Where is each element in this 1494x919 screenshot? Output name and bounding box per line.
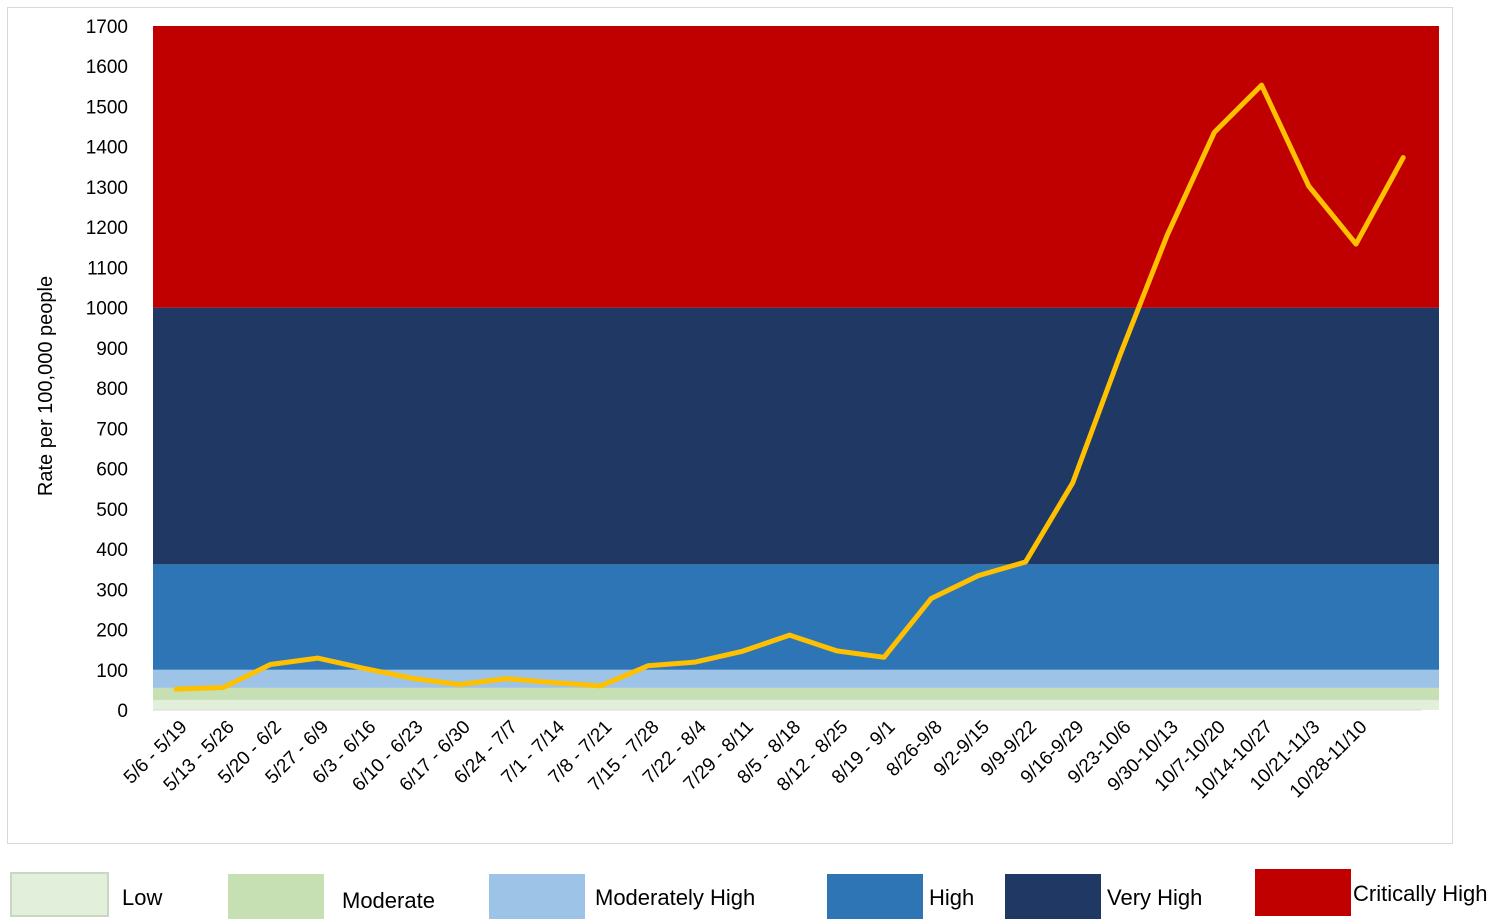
legend-label: Critically High <box>1353 881 1487 906</box>
y-tick-label: 600 <box>96 460 128 481</box>
data-point <box>741 650 743 652</box>
y-tick-label: 1700 <box>86 17 128 38</box>
data-point <box>883 656 885 658</box>
legend-swatch <box>228 874 324 919</box>
y-tick-label: 400 <box>96 540 128 561</box>
y-tick-label: 900 <box>96 339 128 360</box>
data-point <box>647 665 649 667</box>
y-tick-label: 100 <box>96 661 128 682</box>
y-tick-label: 1600 <box>86 57 128 78</box>
risk-bands <box>153 26 1439 711</box>
y-axis-title: Rate per 100,000 people <box>35 276 57 496</box>
legend-label: High <box>929 885 974 910</box>
data-point <box>269 664 271 666</box>
y-tick-label: 1500 <box>86 97 128 118</box>
data-point <box>600 685 602 687</box>
legend-swatch <box>10 872 109 917</box>
data-point <box>789 634 791 636</box>
legend-label: Low <box>122 885 162 910</box>
data-point <box>505 678 507 680</box>
data-point <box>364 668 366 670</box>
data-point <box>1261 84 1263 86</box>
data-point <box>1072 482 1074 484</box>
data-point <box>175 688 177 690</box>
legend-item-low: Low <box>10 872 162 917</box>
band-moderately-high <box>153 669 1439 688</box>
x-axis-ticks: 5/6 - 5/195/13 - 5/265/20 - 6/25/27 - 6/… <box>120 716 1372 803</box>
y-tick-label: 500 <box>96 500 128 521</box>
legend-swatch <box>1255 869 1351 916</box>
legend-swatch <box>489 874 585 919</box>
legend-item-very-high: Very High <box>1005 874 1202 919</box>
y-tick-label: 700 <box>96 419 128 440</box>
legend-item-critically-high: Critically High <box>1255 869 1487 916</box>
data-point <box>1119 354 1121 356</box>
data-point <box>1025 561 1027 563</box>
data-point <box>836 650 838 652</box>
y-tick-label: 300 <box>96 580 128 601</box>
y-tick-label: 200 <box>96 621 128 642</box>
y-tick-label: 1200 <box>86 218 128 239</box>
data-point <box>1402 157 1404 159</box>
y-tick-label: 1400 <box>86 138 128 159</box>
data-point <box>317 657 319 659</box>
band-high <box>153 564 1439 670</box>
y-tick-label: 800 <box>96 379 128 400</box>
data-point <box>930 598 932 600</box>
data-point <box>694 661 696 663</box>
y-tick-label: 1300 <box>86 178 128 199</box>
data-point <box>553 682 555 684</box>
legend: Low Moderate Moderately High High Very High C… <box>10 869 1487 919</box>
legend-item-moderately-high: Moderately High <box>489 874 755 919</box>
data-point <box>1213 131 1215 133</box>
data-point <box>458 684 460 686</box>
legend-swatch <box>827 874 923 919</box>
data-point <box>411 677 413 679</box>
y-tick-label: 0 <box>117 701 128 722</box>
y-tick-label: 1000 <box>86 299 128 320</box>
legend-item-moderate: Moderate <box>228 874 435 919</box>
y-axis-ticks: 0 100 200 300 400 500 600 700 800 900 1000 1100 1200… <box>86 17 128 722</box>
data-point <box>222 686 224 688</box>
data-point <box>1355 243 1357 245</box>
y-tick-label: 1100 <box>87 258 128 279</box>
series-lines <box>173 82 1406 692</box>
data-point <box>1166 234 1168 236</box>
legend-swatch <box>1005 874 1101 919</box>
data-point <box>1308 185 1310 187</box>
band-critically-high <box>153 26 1439 308</box>
legend-label: Moderately High <box>595 885 755 910</box>
legend-label: Moderate <box>342 888 435 913</box>
data-point <box>977 575 979 577</box>
band-low-base <box>153 699 1439 710</box>
band-moderate <box>153 687 1439 700</box>
legend-item-high: High <box>827 874 974 919</box>
legend-label: Very High <box>1107 885 1202 910</box>
band-very-high <box>153 307 1439 565</box>
